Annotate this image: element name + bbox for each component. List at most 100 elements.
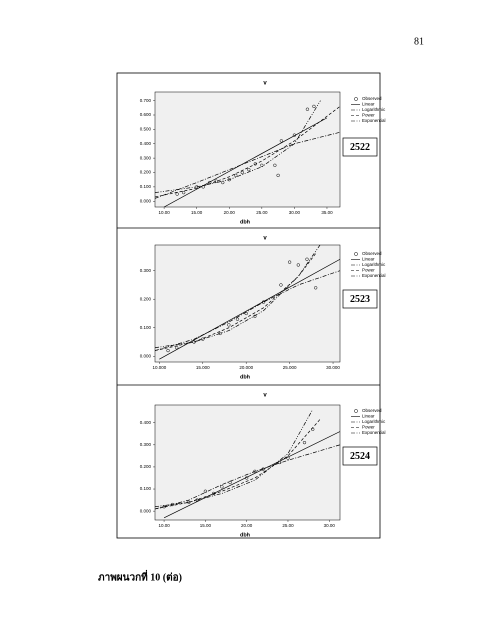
legend-label: Power [362,113,375,118]
year-box [342,137,378,157]
observed-point [182,190,186,195]
y-tick-label: 0.600 [140,112,152,117]
x-tick-label: 20.00 [241,523,253,528]
observed-point [166,348,170,353]
fit-line [155,131,340,199]
legend-marker [354,252,358,256]
y-tick-label: 0.200 [140,170,152,175]
observed-point [203,489,208,493]
observed-point [314,286,318,290]
year-box [342,446,378,466]
observed-point [247,167,251,172]
plot-area [154,244,341,363]
observed-point [253,469,257,473]
chart-title: v [263,81,267,87]
year-box [342,289,378,309]
observed-point [279,283,283,287]
observed-point [312,104,316,109]
observed-point [218,331,222,336]
x-tick-label: 10.000 [152,365,166,370]
x-tick-label: 15.00 [200,523,212,528]
observed-point [305,107,310,111]
legend-label: Observed [362,96,382,101]
figure-frame [116,72,381,539]
x-tick-label: 20.00 [224,210,236,215]
legend-label: Exponential [362,118,386,123]
y-tick-label: 0.500 [140,127,152,132]
x-tick-label: 15.000 [196,365,210,370]
fit-line [155,409,314,508]
y-tick-label: 0.000 [140,508,152,513]
x-tick-label: 10.00 [158,210,170,215]
x-tick-label: 10.00 [158,523,170,528]
fit-line [163,117,328,207]
year-label: 2523 [350,294,370,305]
observed-point [287,260,292,264]
legend-marker [354,409,358,413]
legend-label: Power [362,268,375,273]
observed-point [276,173,280,178]
legend-label: Observed [362,408,382,413]
x-tick-label: 30.000 [326,365,340,370]
observed-point [296,263,300,267]
x-tick-label: 30.00 [324,523,336,528]
observed-point [302,440,307,445]
y-tick-label: 0.000 [140,198,152,203]
observed-point [235,317,240,321]
legend-label: Exponential [362,273,386,278]
y-tick-label: 0.200 [140,464,152,469]
observed-point [253,314,257,318]
x-tick-label: 25.000 [283,365,297,370]
x-axis-label: dbh [240,374,251,380]
x-tick-label: 25.00 [256,210,268,215]
plot-area [154,404,341,521]
fit-line [155,253,316,351]
x-tick-label: 25.00 [282,523,294,528]
observed-point [240,170,244,175]
y-tick-label: 0.700 [140,98,152,103]
caption: ภาพผนวกที่ 10 (ต่อ) [98,569,182,583]
observed-point [175,346,179,350]
legend-marker [354,97,358,101]
legend-label: Observed [362,251,382,256]
fit-line [155,270,340,351]
observed-point [227,323,231,327]
legend-label: Power [362,425,375,430]
fit-line [155,245,321,349]
x-tick-label: 20.000 [239,365,253,370]
chart-title: v [263,393,267,399]
plot-area [154,91,341,208]
page-number: 81 [414,36,424,47]
x-axis-label: dbh [240,532,251,538]
fit-line [155,444,340,510]
legend-label: Logarithmic [362,262,386,267]
observed-point [253,162,257,166]
observed-point [279,139,284,143]
legend-label: Exponential [362,430,386,435]
y-tick-label: 0.100 [140,325,152,330]
legend-label: Logarithmic [362,107,386,112]
y-tick-label: 0.200 [140,296,152,301]
fit-line [155,418,322,510]
fit-line [155,106,340,198]
y-tick-label: 0.100 [140,486,152,491]
y-tick-label: 0.300 [140,442,152,447]
y-tick-label: 0.400 [140,420,152,425]
observed-point [192,340,196,344]
legend-label: Linear [362,257,375,262]
x-tick-label: 35.00 [321,210,333,215]
observed-point [220,485,224,489]
year-label: 2522 [350,142,370,153]
y-tick-label: 0.300 [140,155,152,160]
y-tick-label: 0.400 [140,141,152,146]
x-axis-label: dbh [240,219,251,225]
x-tick-label: 30.00 [289,210,301,215]
x-tick-label: 15.00 [191,210,203,215]
legend-label: Linear [362,414,375,419]
year-label: 2524 [350,451,370,462]
fit-line [155,100,321,193]
observed-point [273,163,277,167]
observed-point [305,257,309,261]
y-tick-label: 0.100 [140,184,152,189]
